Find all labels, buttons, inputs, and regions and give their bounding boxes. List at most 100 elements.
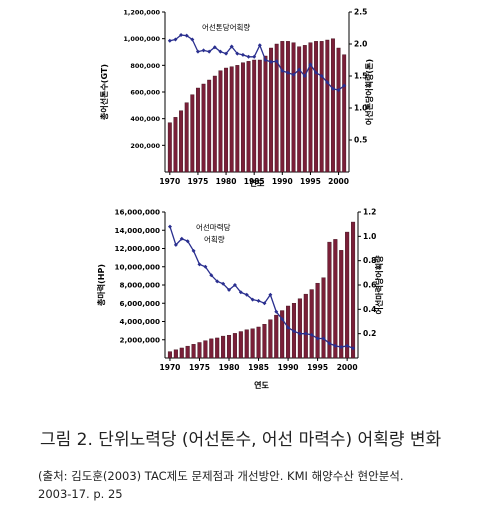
bar [256, 326, 261, 359]
line-point [257, 43, 262, 48]
source-citation-line1: (출처: 김도훈(2003) TAC제도 문제점과 개선방안. KMI 해양수산… [38, 469, 404, 483]
bar [325, 39, 330, 173]
bar [224, 67, 229, 173]
bar [274, 43, 279, 173]
x-tick-label: 1995 [300, 177, 321, 186]
line-point [232, 283, 237, 287]
left-tick-label: 600,000 [130, 89, 160, 97]
legend-label: 어선톤당어획량 [202, 22, 250, 32]
line-point [342, 83, 347, 88]
legend-label-line2: 어획량 [204, 234, 225, 244]
chart-2: 총마력(HP) 어선마력당어획량 [96, 211, 384, 361]
line-point [297, 67, 302, 72]
bar [280, 41, 285, 173]
line-point [291, 329, 296, 334]
right-tick-label: 0.4 [363, 305, 376, 314]
line-point [215, 279, 220, 284]
line-point [327, 341, 332, 346]
left-axis-title: 총마력(HP) [96, 264, 106, 306]
x-tick-label: 2000 [337, 363, 358, 372]
x-tick-label: 1975 [188, 177, 209, 186]
line-point [274, 309, 279, 314]
right-tick-label: 0.6 [363, 281, 376, 290]
left-tick-label: 800,000 [130, 62, 160, 70]
bar [201, 83, 206, 173]
line-point [263, 58, 268, 62]
right-tick-label: 1.2 [363, 208, 376, 217]
line-point [256, 298, 261, 303]
left-tick-label: 8,000,000 [120, 281, 160, 290]
line-point [227, 287, 232, 292]
series-line [169, 226, 354, 349]
line-point [280, 317, 285, 322]
bar [229, 66, 234, 173]
line-point [185, 239, 190, 244]
bar [286, 305, 291, 359]
line-point [345, 343, 350, 348]
bar [319, 41, 324, 173]
bar [342, 54, 347, 173]
line-point [308, 62, 313, 67]
line-point [209, 273, 214, 278]
x-tick-label: 1990 [272, 177, 293, 186]
right-axis-title: 어선마력당어획량 [374, 255, 384, 315]
left-tick-label: 2,000,000 [120, 335, 160, 344]
right-tick-label: 2.5 [354, 8, 367, 17]
bar [309, 289, 314, 359]
line-point [167, 224, 172, 229]
line-point [274, 59, 279, 64]
bar [308, 42, 313, 173]
series-line [169, 34, 345, 91]
right-tick-label: 0.8 [363, 256, 376, 265]
line-point [195, 49, 200, 54]
line-point [286, 325, 291, 330]
bar [246, 61, 251, 173]
right-tick-label: 2.0 [354, 40, 367, 49]
legend-label-line1: 어선마력당 [196, 222, 231, 232]
line-point [325, 80, 330, 85]
line-point [269, 59, 274, 64]
bar [240, 62, 245, 173]
left-tick-label: 1,000,000 [123, 35, 160, 43]
line-point [191, 248, 196, 253]
line-point [291, 72, 296, 77]
line-point [238, 290, 243, 295]
bar [257, 59, 262, 173]
bar [184, 102, 189, 173]
bar [203, 340, 208, 359]
bar [285, 41, 290, 173]
bar [197, 342, 202, 359]
bar [207, 79, 212, 173]
bar [215, 337, 220, 359]
right-tick-label: 0.5 [354, 136, 367, 145]
bar [262, 324, 267, 359]
bar [221, 335, 226, 359]
right-tick-label: 1.0 [363, 232, 376, 241]
line-point [336, 88, 341, 93]
line-point [330, 86, 335, 91]
bar [274, 314, 279, 359]
bar [268, 319, 273, 359]
line-point [246, 54, 251, 59]
line-point [167, 38, 172, 43]
line-point [285, 70, 290, 75]
left-tick-label: 200,000 [130, 142, 160, 150]
bar [218, 70, 223, 173]
line-point [184, 33, 189, 38]
left-tick-label: 1,200,000 [123, 9, 160, 17]
line-point [224, 51, 229, 56]
bar [339, 250, 344, 359]
bar [232, 333, 237, 359]
bar [315, 282, 320, 359]
bar [345, 231, 350, 359]
charts-figure: 총어선톤수(GT) 어선톤당어획량(톤) 200,000 400,000 600,000… [96, 8, 384, 391]
line-point [235, 51, 240, 56]
left-tick-label: 6,000,000 [120, 299, 160, 308]
line-point [319, 74, 324, 78]
line-point [262, 301, 267, 306]
line-point [179, 33, 184, 38]
line-point [315, 336, 320, 341]
x-axis-title: 연도 [250, 178, 265, 188]
line-point [268, 292, 273, 297]
line-point [252, 54, 257, 59]
